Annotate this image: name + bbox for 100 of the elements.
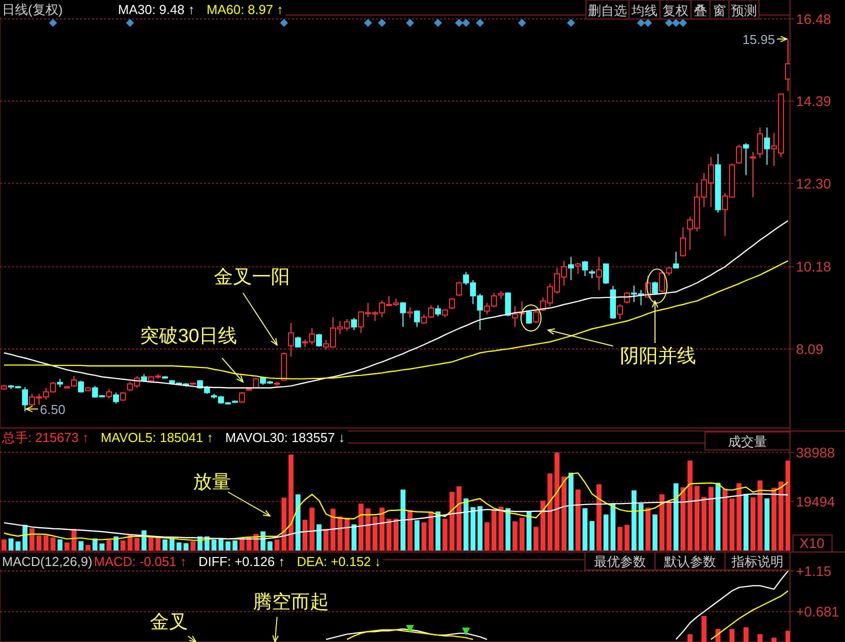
bar	[316, 524, 322, 550]
annotation: 复权	[662, 3, 688, 18]
bar	[428, 511, 434, 550]
bar	[170, 538, 174, 550]
bar	[646, 508, 650, 550]
bar	[372, 516, 378, 550]
bar	[772, 488, 776, 550]
annotation: 腾空而起	[253, 592, 329, 642]
bar	[610, 504, 616, 550]
y-tick-label: 12.30	[796, 175, 832, 192]
y-tick-label: 14.39	[796, 93, 832, 110]
annotation: 金叉	[150, 612, 188, 633]
bar	[470, 507, 476, 550]
bar	[64, 542, 70, 550]
bar	[618, 526, 622, 550]
bar	[520, 518, 524, 550]
bar	[736, 483, 742, 550]
bar	[604, 514, 608, 550]
text: MAVOL5: 185041 ↑	[100, 430, 214, 445]
annotation: 突破30日线	[140, 326, 244, 383]
annotation: 6.50	[40, 402, 66, 417]
text: MA60: 8.97 ↑	[206, 2, 284, 17]
bar	[190, 541, 196, 550]
bar	[380, 508, 384, 550]
y-tick-label: +0.681	[796, 604, 840, 620]
bar	[590, 521, 594, 550]
annotation: 指标说明	[730, 554, 784, 569]
bar	[86, 544, 90, 550]
bar	[36, 535, 42, 550]
bar	[310, 508, 314, 550]
bar	[456, 486, 462, 550]
y-tick-label: 10.18	[796, 258, 832, 275]
bar	[694, 486, 700, 550]
bar	[240, 538, 244, 550]
bar	[358, 504, 364, 550]
bar	[450, 492, 454, 550]
bar	[548, 473, 552, 550]
bar	[274, 539, 280, 550]
text: DIFF: +0.126 ↑	[198, 554, 285, 569]
line-series	[3, 260, 789, 380]
bar	[58, 539, 62, 550]
candlestick	[596, 256, 602, 290]
bar	[478, 506, 482, 550]
bar	[554, 452, 560, 550]
bar	[526, 511, 532, 550]
line-series	[3, 472, 789, 542]
candlestick	[407, 306, 413, 319]
annotation: 15.95	[742, 32, 775, 47]
y-tick-label: +1.15	[796, 562, 832, 579]
bar	[366, 508, 370, 550]
annotation: 腾空而起	[253, 591, 329, 613]
bar	[582, 508, 588, 550]
chart-title: MACD(12,26,9)	[2, 554, 92, 569]
text: MA30: 9.48 ↑	[118, 2, 195, 17]
text: DEA: +0.152 ↓	[296, 554, 382, 569]
annotation: 默认参数	[663, 554, 716, 569]
candlestick	[568, 256, 574, 281]
bar	[338, 516, 342, 550]
bar	[232, 540, 238, 550]
y-tick-label: 38988	[796, 444, 836, 460]
bar	[100, 543, 104, 550]
bar	[744, 494, 748, 550]
bar	[408, 510, 412, 550]
bar	[540, 500, 546, 550]
bar	[162, 539, 168, 550]
bar	[660, 494, 664, 550]
y-tick-label: 8.09	[796, 340, 824, 357]
annotation: 15.95	[742, 32, 788, 47]
line-series	[3, 493, 789, 540]
bar	[394, 518, 398, 550]
bar	[492, 510, 496, 550]
text: 总手: 215673 ↑	[1, 430, 89, 445]
bar	[688, 460, 692, 550]
bar	[176, 542, 182, 550]
bar	[352, 524, 356, 550]
bar	[758, 480, 762, 550]
bar	[268, 541, 272, 550]
bar	[148, 536, 154, 550]
bar	[106, 540, 112, 550]
candlestick	[750, 151, 756, 198]
bar	[764, 498, 770, 550]
bar	[400, 490, 406, 550]
bar	[568, 472, 574, 550]
annotation: 删自选	[588, 3, 627, 18]
bar	[92, 538, 98, 550]
bar	[330, 508, 336, 550]
bar	[134, 538, 140, 550]
bar	[666, 501, 672, 550]
bar	[722, 488, 728, 550]
bar	[288, 454, 294, 550]
annotation: 6.50	[24, 402, 66, 417]
bar	[414, 520, 420, 550]
annotation: 阴阳并线	[620, 346, 696, 367]
bar	[344, 518, 350, 550]
bar	[702, 496, 706, 550]
bar	[184, 543, 188, 550]
bar	[2, 539, 6, 550]
annotation: 成交量	[728, 434, 767, 449]
bar	[296, 494, 300, 550]
annotation: 均线	[630, 3, 658, 18]
